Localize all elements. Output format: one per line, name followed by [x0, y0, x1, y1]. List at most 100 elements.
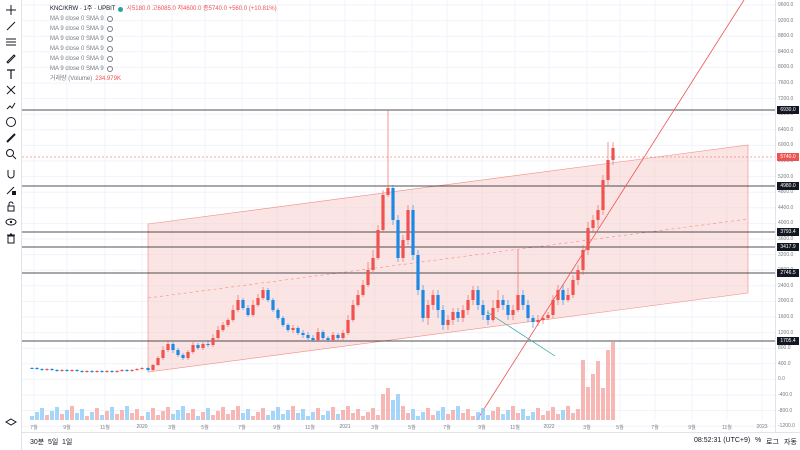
- volume-bar: [441, 407, 445, 420]
- time-axis-label: 3월: [168, 425, 176, 431]
- candle-body: [611, 148, 615, 160]
- zoom-icon[interactable]: [4, 147, 18, 161]
- lock-draw-icon[interactable]: [4, 183, 18, 197]
- range-30m-button[interactable]: 30분: [30, 439, 45, 446]
- candle-body: [476, 290, 480, 305]
- indicator-label[interactable]: MA 9 close 0 SMA 9: [50, 46, 104, 52]
- price-axis-label: 3200.0: [778, 251, 794, 258]
- candle-body: [156, 358, 160, 365]
- candle-body: [601, 180, 605, 210]
- eye-icon[interactable]: [106, 66, 113, 72]
- candle-body: [471, 290, 475, 300]
- log-button[interactable]: 로그: [766, 439, 779, 446]
- candle-body: [110, 371, 114, 372]
- volume-bar: [541, 415, 545, 420]
- percent-button[interactable]: %: [755, 437, 762, 444]
- volume-bar: [586, 387, 590, 420]
- volume-bar: [221, 407, 225, 420]
- volume-bar: [381, 394, 385, 420]
- fib-icon[interactable]: [4, 35, 18, 49]
- volume-bar: [181, 406, 185, 420]
- ohlc-values: 시5180.0 고6085.0 저4600.0 종5740.0 +560.0 (…: [126, 6, 277, 12]
- time-axis-label: 2023: [756, 424, 768, 430]
- price-axis-label: 7200.0: [778, 95, 794, 102]
- clock-label[interactable]: 08:52:31 (UTC+9): [694, 437, 751, 444]
- volume-label[interactable]: 거래량 (Volume): [50, 76, 93, 82]
- eye-icon[interactable]: [106, 36, 113, 42]
- eye-icon[interactable]: [106, 46, 113, 52]
- volume-bar: [461, 413, 465, 420]
- eye-icon[interactable]: [106, 16, 113, 22]
- volume-bar: [186, 413, 190, 420]
- candle-body: [361, 285, 365, 295]
- ruler-icon[interactable]: [4, 131, 18, 145]
- candle-body: [55, 370, 59, 371]
- candle-body: [140, 368, 144, 369]
- volume-bar: [446, 414, 450, 420]
- volume-bar: [486, 415, 490, 420]
- time-axis-label: 11월: [100, 425, 110, 431]
- layers-icon[interactable]: [4, 416, 18, 430]
- text-icon[interactable]: [4, 67, 18, 81]
- price-axis-label: 5200.0: [778, 173, 794, 180]
- time-axis-label: 7월: [651, 425, 659, 431]
- magnet-icon[interactable]: [4, 167, 18, 181]
- candle-body: [341, 333, 345, 338]
- volume-bar: [196, 416, 200, 420]
- crosshair-icon[interactable]: [4, 3, 18, 17]
- volume-bar: [411, 409, 415, 420]
- lock-icon[interactable]: [4, 199, 18, 213]
- volume-bar: [571, 413, 575, 420]
- volume-bar: [321, 415, 325, 420]
- candle-body: [151, 365, 155, 370]
- volume-bar: [211, 415, 215, 420]
- candle-body: [551, 300, 555, 315]
- range-5d-button[interactable]: 5일: [48, 439, 59, 446]
- candle-body: [60, 370, 64, 371]
- volume-bar: [75, 413, 79, 420]
- pattern-icon[interactable]: [4, 83, 18, 97]
- volume-bar: [100, 415, 104, 420]
- chart-area[interactable]: KNC/KRW · 1주 · UPBIT 시5180.0 고6085.0 저46…: [22, 0, 775, 432]
- price-axis[interactable]: 9600.0 9200.0 8800.0 8400.0 8000.0 7600.0 7200…: [775, 0, 800, 432]
- trend-line-icon[interactable]: [4, 19, 18, 33]
- volume-bar: [40, 408, 44, 420]
- eye-icon[interactable]: [106, 56, 113, 62]
- candle-body: [201, 344, 205, 348]
- candle-body: [130, 370, 134, 371]
- forecast-icon[interactable]: [4, 99, 18, 113]
- indicator-label[interactable]: MA 9 close 0 SMA 9: [50, 56, 104, 62]
- candle-body: [271, 300, 275, 310]
- price-axis-label: 2000.0: [778, 298, 794, 305]
- volume-bar: [276, 407, 280, 420]
- volume-bar: [581, 360, 585, 420]
- volume-bar: [351, 413, 355, 420]
- price-axis-label: 6000.0: [778, 142, 794, 149]
- volume-bar: [386, 388, 390, 420]
- indicator-label[interactable]: MA 9 close 0 SMA 9: [50, 36, 104, 42]
- price-axis-label: 4000.0: [778, 220, 794, 227]
- volume-bar: [171, 414, 175, 420]
- volume-bar: [376, 415, 380, 420]
- brush-icon[interactable]: [4, 51, 18, 65]
- indicator-label[interactable]: MA 9 close 0 SMA 9: [50, 16, 104, 22]
- candle-body: [336, 335, 340, 338]
- candle-body: [376, 230, 380, 258]
- volume-bar: [246, 409, 250, 420]
- candle-body: [80, 371, 84, 372]
- eye-icon[interactable]: [4, 215, 18, 229]
- price-chart[interactable]: [22, 0, 775, 432]
- price-axis-label: -1200.0: [778, 423, 795, 430]
- volume-bar: [521, 409, 525, 420]
- range-1d-button[interactable]: 1일: [62, 439, 73, 446]
- candle-body: [431, 295, 435, 305]
- auto-button[interactable]: 자동: [784, 439, 797, 446]
- indicator-label[interactable]: MA 9 close 0 SMA 9: [50, 66, 104, 72]
- candle-body: [526, 305, 530, 318]
- volume-bar: [35, 412, 39, 420]
- emoji-icon[interactable]: [4, 115, 18, 129]
- symbol-label[interactable]: KNC/KRW · 1주 · UPBIT: [50, 6, 116, 12]
- indicator-label[interactable]: MA 9 close 0 SMA 9: [50, 26, 104, 32]
- trash-icon[interactable]: [4, 231, 18, 245]
- eye-icon[interactable]: [106, 26, 113, 32]
